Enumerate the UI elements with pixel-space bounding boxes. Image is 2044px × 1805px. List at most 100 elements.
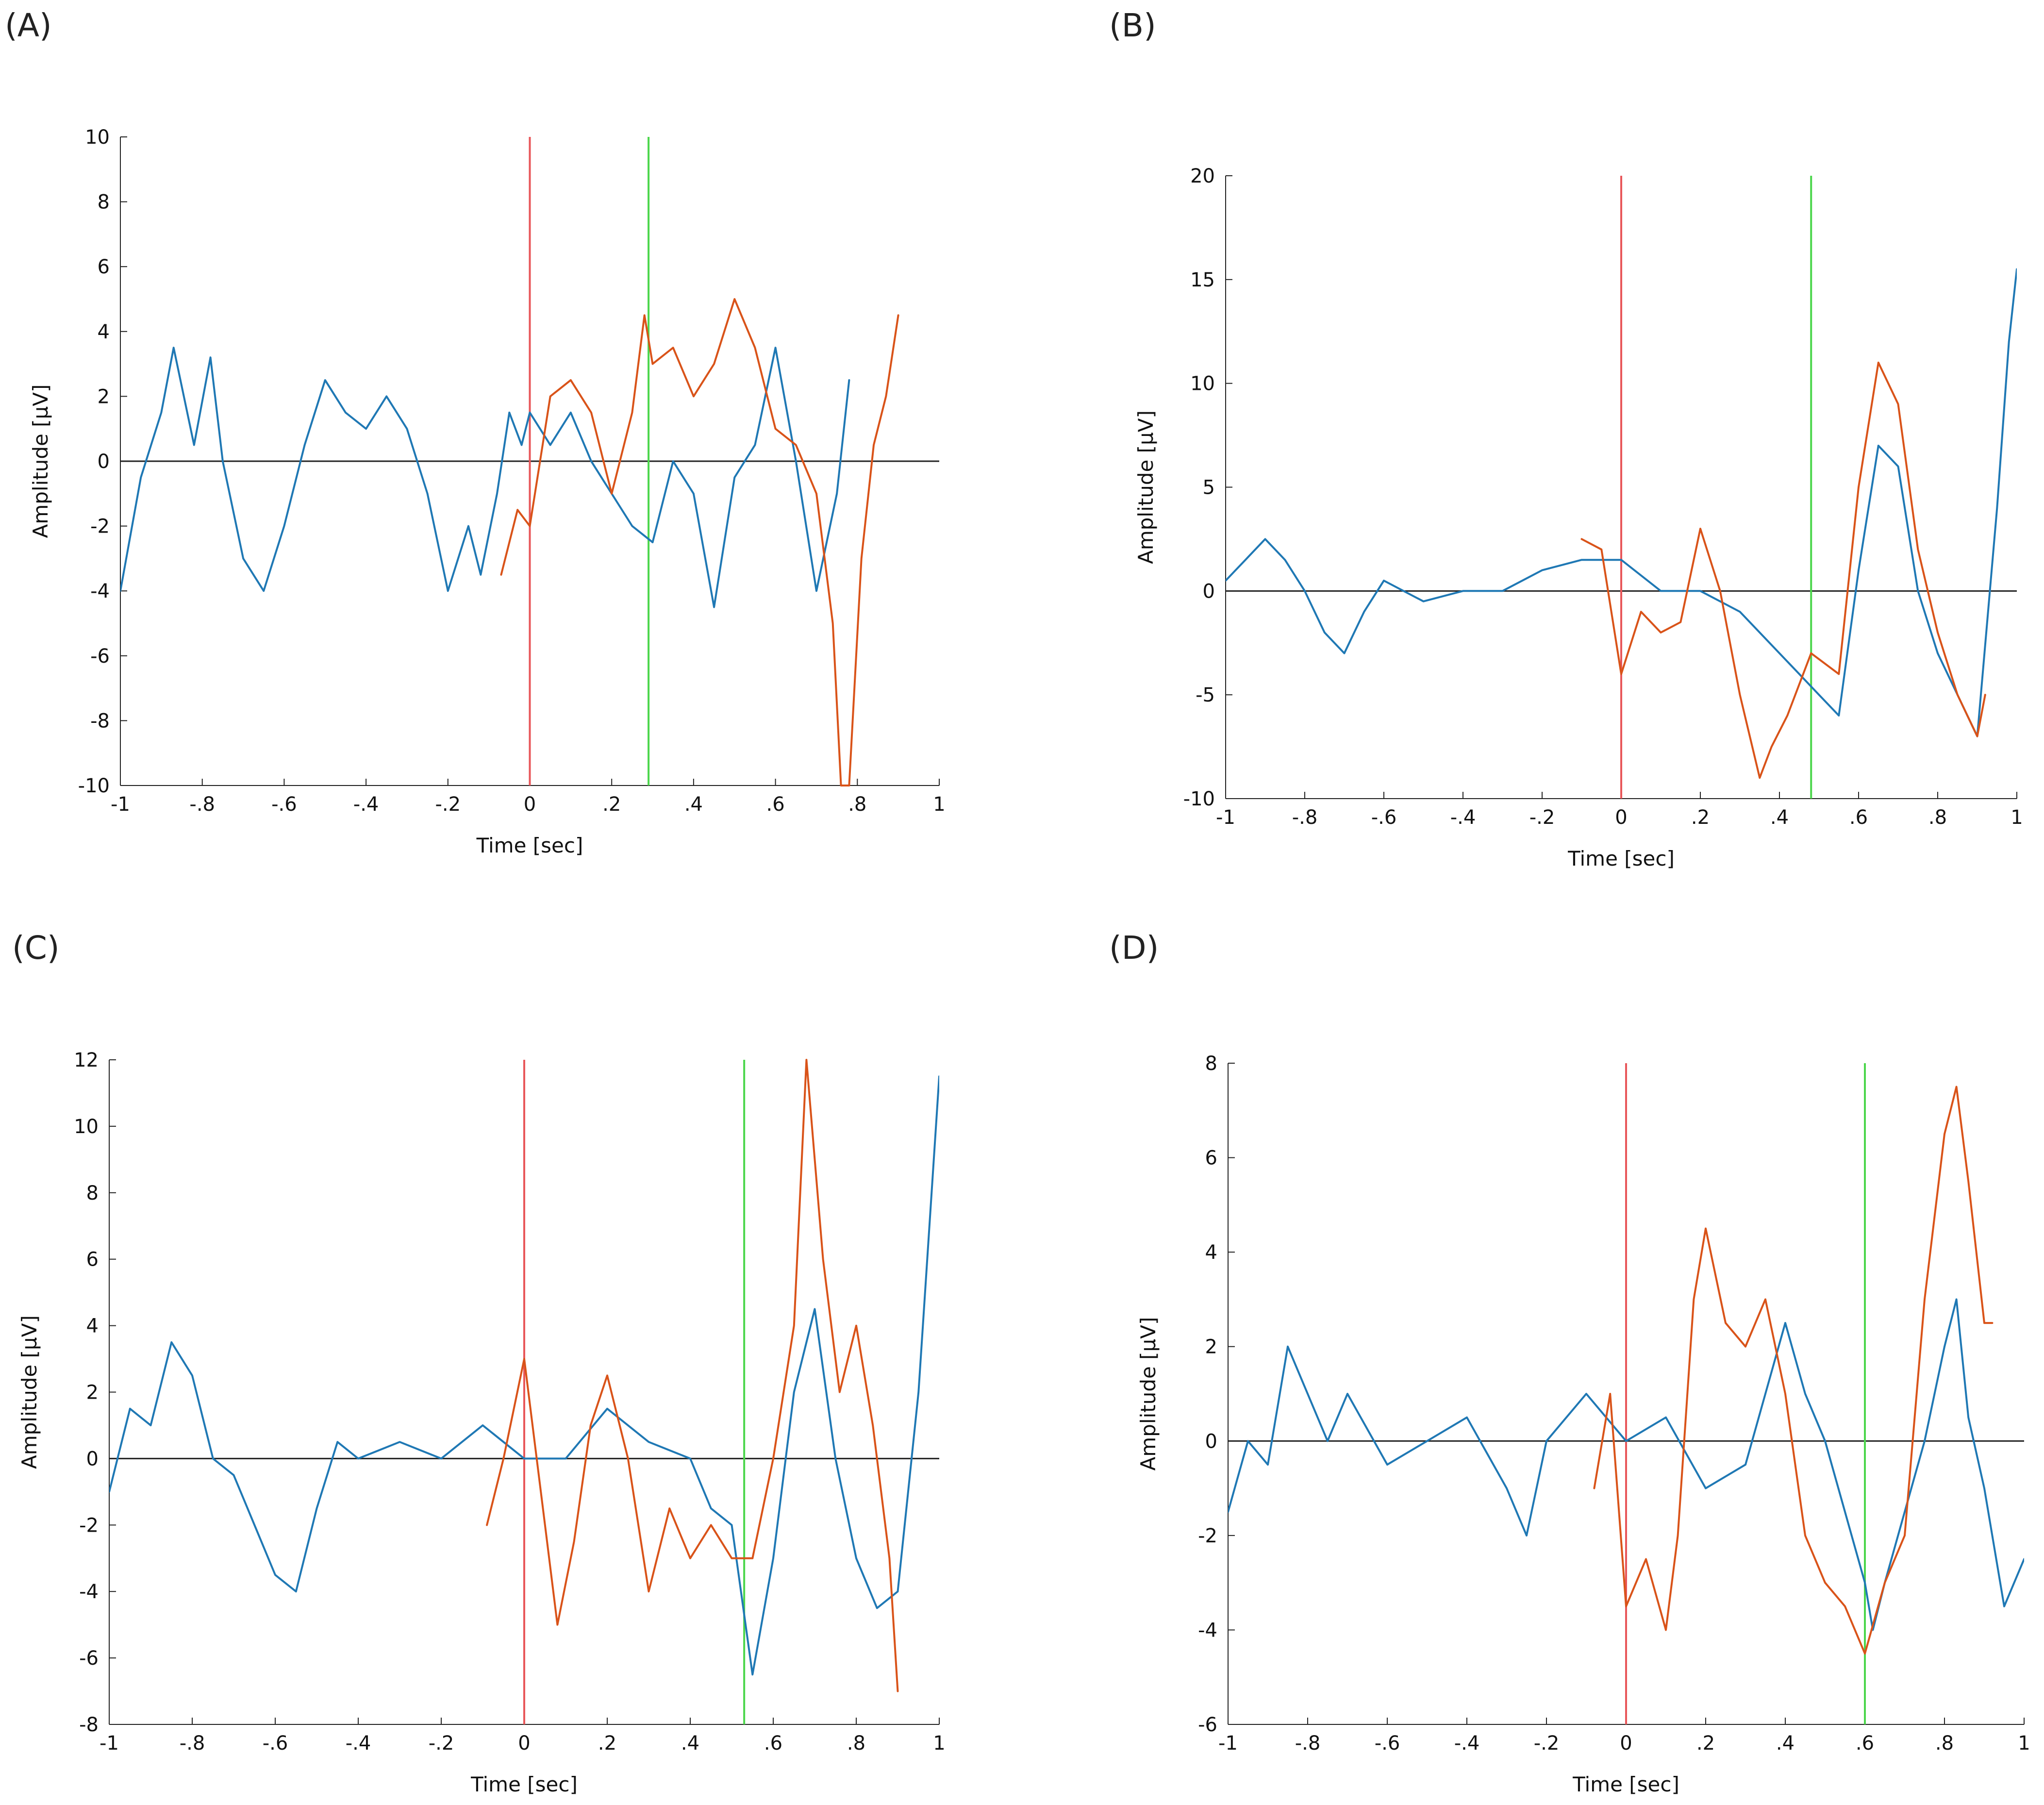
x-tick-label: 0	[1620, 1732, 1632, 1755]
x-tick-label: -.2	[435, 793, 461, 816]
x-tick-label: .8	[1935, 1732, 1954, 1755]
y-tick-label: -2	[1198, 1525, 1217, 1547]
x-tick-label: 1	[2011, 806, 2023, 829]
y-tick-label: -5	[1196, 684, 1215, 706]
orange-series-line	[500, 298, 899, 786]
x-tick-label: .8	[1928, 806, 1947, 829]
x-tick-label: .4	[684, 793, 703, 816]
y-tick-label: 2	[1205, 1336, 1217, 1358]
y-tick-label: 0	[1203, 580, 1215, 602]
y-axis-title: Amplitude [μV]	[1134, 410, 1158, 564]
y-tick-label: 5	[1203, 477, 1215, 499]
panel-label: (A)	[5, 7, 52, 44]
x-tick-label: -.2	[1534, 1732, 1560, 1755]
x-tick-label: .2	[1696, 1732, 1715, 1755]
y-axis-title: Amplitude [μV]	[29, 384, 52, 538]
y-tick-label: 6	[1205, 1147, 1217, 1170]
chart-panel-a: (A) -10 -8 -6 -4 -2 0 2 4 6 8 10 -1 -.8 -.6 -.4 -.2 0 .2 .4…	[5, 7, 946, 857]
y-tick-label: -10	[78, 775, 110, 797]
y-tick-label: -6	[79, 1647, 99, 1670]
chart-panel-c: (C) -8 -6 -4 -2 0 2 4 6 8 10 12 -1 -.8 -.6 -.4 -.2 0 .2 .4.…	[12, 929, 946, 1796]
x-tick-label: .2	[1691, 806, 1710, 829]
x-tick-label: 0	[524, 793, 536, 816]
x-tick-label: .6	[1849, 806, 1868, 829]
y-tick-label: 10	[74, 1116, 99, 1138]
x-tick-label: .8	[847, 1732, 865, 1755]
x-tick-label: .4	[681, 1732, 699, 1755]
y-tick-label: 20	[1190, 165, 1215, 187]
x-tick-label: .6	[766, 793, 785, 816]
x-tick-label: .6	[764, 1732, 782, 1755]
y-tick-label: -10	[1183, 788, 1215, 810]
x-tick-label: -1	[111, 793, 130, 816]
y-tick-label: 8	[98, 191, 110, 214]
x-axis-title: Time [sec]	[476, 834, 583, 857]
blue-series-line	[1226, 268, 2017, 737]
y-tick-label: -2	[79, 1514, 99, 1537]
chart-panel-d: (D) -6 -4 -2 0 2 4 6 8 -1 -.8 -.6 -.4 -.2 0 .2 .4 .6 .8 1 Ti…	[1109, 929, 2030, 1796]
x-tick-label: -.4	[346, 1732, 371, 1755]
y-tick-label: 8	[1205, 1053, 1217, 1075]
x-tick-label: .8	[848, 793, 866, 816]
orange-series-line	[1593, 1086, 1994, 1655]
blue-series-line	[109, 1075, 939, 1676]
x-tick-label: -.8	[180, 1732, 205, 1755]
y-tick-label: -4	[1198, 1619, 1217, 1641]
y-tick-label: -6	[90, 645, 110, 668]
y-axis-title: Amplitude [μV]	[17, 1315, 41, 1469]
x-tick-label: -.2	[1529, 806, 1555, 829]
y-tick-label: 8	[86, 1182, 99, 1204]
y-tick-label: 0	[86, 1448, 99, 1470]
panel-label: (B)	[1109, 7, 1156, 44]
x-tick-label: -.6	[263, 1732, 288, 1755]
blue-series-line	[120, 347, 850, 608]
x-tick-label: -.8	[189, 793, 215, 816]
x-tick-label: -.6	[271, 793, 297, 816]
orange-series-line	[1580, 361, 1986, 779]
panel-label: (C)	[12, 929, 60, 967]
x-tick-label: .2	[602, 793, 621, 816]
y-tick-label: 0	[98, 451, 110, 473]
x-tick-label: -.4	[1454, 1732, 1480, 1755]
y-axis-title: Amplitude [μV]	[1136, 1317, 1160, 1471]
y-tick-label: 4	[86, 1315, 99, 1337]
y-tick-label: -8	[90, 710, 110, 732]
x-tick-label: 1	[933, 1732, 945, 1755]
y-tick-label: 10	[1190, 373, 1215, 395]
orange-series-line	[486, 1059, 899, 1692]
panel-label: (D)	[1109, 929, 1159, 967]
x-tick-label: 1	[933, 793, 945, 816]
y-tick-label: 15	[1190, 269, 1215, 291]
y-tick-label: -8	[79, 1714, 99, 1736]
y-tick-label: 6	[86, 1249, 99, 1271]
x-tick-label: -1	[100, 1732, 119, 1755]
x-tick-label: -1	[1216, 806, 1235, 829]
y-tick-label: 10	[85, 126, 110, 149]
y-tick-label: -6	[1198, 1714, 1217, 1736]
x-tick-label: 0	[518, 1732, 530, 1755]
y-tick-label: -4	[90, 580, 110, 602]
x-tick-label: -.4	[353, 793, 379, 816]
x-tick-label: -.6	[1375, 1732, 1400, 1755]
x-tick-label: .6	[1856, 1732, 1874, 1755]
x-axis-title: Time [sec]	[470, 1772, 578, 1796]
y-tick-label: 6	[98, 256, 110, 278]
blue-series-line	[1228, 1298, 2024, 1631]
y-tick-label: 0	[1205, 1430, 1217, 1453]
x-tick-label: 0	[1615, 806, 1627, 829]
y-tick-label: 2	[86, 1382, 99, 1404]
x-axis-title: Time [sec]	[1567, 847, 1675, 870]
y-tick-label: 4	[1205, 1241, 1217, 1264]
x-tick-label: -1	[1218, 1732, 1238, 1755]
x-tick-label: 1	[2018, 1732, 2030, 1755]
chart-panel-b: (B) -10 -5 0 5 10 15 20 -1 -.8 -.6 -.4 -.2 0 .2 .4 .6 .8 1…	[1109, 7, 2023, 870]
y-tick-label: -2	[90, 516, 110, 538]
x-tick-label: -.8	[1295, 1732, 1321, 1755]
y-tick-label: 12	[74, 1049, 99, 1071]
y-tick-label: 4	[98, 321, 110, 343]
x-axis-title: Time [sec]	[1572, 1772, 1679, 1796]
x-tick-label: -.8	[1292, 806, 1318, 829]
x-tick-label: .4	[1770, 806, 1789, 829]
y-tick-label: -4	[79, 1581, 99, 1603]
